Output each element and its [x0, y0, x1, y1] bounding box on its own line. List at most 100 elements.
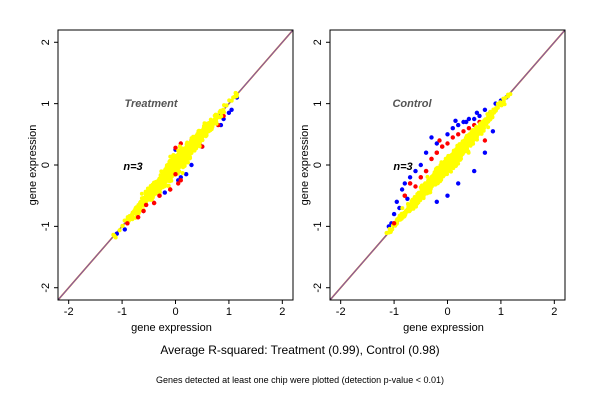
yellow-point — [169, 174, 174, 179]
blue-point — [472, 116, 477, 122]
yellow-point — [469, 133, 474, 138]
blue-point — [456, 122, 461, 128]
yellow-point — [147, 187, 152, 192]
yellow-point — [154, 189, 159, 194]
yellow-point — [415, 201, 420, 206]
yellow-point — [492, 107, 497, 112]
yellow-point — [397, 213, 402, 218]
blue-point — [391, 211, 397, 217]
red-point — [135, 215, 141, 220]
yellow-point — [218, 108, 223, 113]
yellow-point — [195, 140, 200, 145]
yellow-point — [451, 162, 456, 167]
x-tick-label: 0 — [444, 306, 450, 318]
x-tick-label: 0 — [172, 306, 178, 318]
yellow-point — [137, 209, 142, 214]
y-tick-label: 0 — [312, 162, 324, 168]
yellow-point — [154, 180, 159, 185]
blue-point — [122, 227, 128, 232]
yellow-point — [420, 188, 425, 193]
blue-point — [461, 119, 466, 125]
yellow-point — [448, 155, 453, 160]
plot-area — [58, 30, 293, 300]
yellow-point — [205, 125, 210, 130]
blue-point — [466, 116, 472, 122]
yellow-point — [150, 186, 155, 191]
yellow-point — [172, 161, 177, 166]
blue-point — [453, 118, 458, 124]
yellow-point — [151, 189, 156, 194]
yellow-point — [122, 218, 127, 223]
yellow-point — [149, 194, 154, 199]
red-point — [407, 181, 413, 186]
yellow-point — [474, 136, 479, 141]
yellow-point — [485, 119, 490, 124]
yellow-point — [401, 214, 406, 219]
panel-title: Control — [392, 98, 432, 110]
red-point — [402, 193, 407, 198]
red-point — [173, 145, 178, 150]
panel-title: Treatment — [125, 98, 179, 110]
yellow-point — [508, 92, 513, 97]
yellow-point — [120, 223, 125, 228]
yellow-point — [191, 145, 196, 150]
yellow-point — [178, 149, 183, 153]
blue-point — [482, 107, 488, 113]
blue-point — [477, 113, 482, 119]
yellow-point — [207, 120, 212, 125]
yellow-point — [212, 117, 217, 122]
red-point — [429, 156, 434, 162]
blue-point — [229, 107, 234, 113]
red-point — [437, 138, 442, 143]
yellow-point — [400, 206, 405, 211]
blue-point — [407, 175, 413, 180]
blue-point — [394, 199, 399, 204]
blue-point — [397, 205, 402, 211]
blue-point — [221, 116, 226, 122]
yellow-point — [447, 166, 452, 170]
r-squared-caption: Average R-squared: Treatment (0.99), Con… — [160, 343, 440, 357]
yellow-point — [168, 168, 173, 173]
yellow-point — [445, 161, 450, 166]
y-tick-label: 0 — [40, 162, 52, 168]
red-point — [413, 184, 418, 189]
yellow-point — [418, 194, 423, 199]
x-tick-label: 1 — [226, 306, 232, 318]
red-point — [423, 168, 429, 174]
blue-point — [482, 150, 488, 155]
yellow-point — [233, 94, 237, 99]
blue-point — [434, 199, 439, 204]
yellow-point — [151, 181, 156, 186]
x-tick-label: 2 — [551, 306, 557, 318]
yellow-point — [437, 166, 442, 171]
red-point — [151, 200, 157, 206]
y-axis-label: gene expression — [299, 125, 311, 206]
red-point — [157, 193, 162, 198]
plot-area — [330, 30, 565, 300]
yellow-point — [475, 126, 480, 130]
blue-point — [445, 132, 450, 137]
yellow-point — [169, 160, 173, 165]
yellow-point — [415, 196, 420, 201]
yellow-point — [464, 143, 469, 148]
yellow-point — [165, 162, 170, 167]
yellow-point — [182, 162, 187, 166]
yellow-point — [434, 175, 439, 180]
blue-point — [445, 193, 450, 198]
yellow-point — [164, 176, 169, 181]
yellow-point — [490, 115, 495, 120]
red-point — [141, 208, 146, 214]
red-point — [125, 221, 130, 226]
yellow-point — [482, 126, 486, 131]
red-point — [178, 178, 183, 183]
sample-count-annotation: n=3 — [393, 161, 412, 173]
yellow-point — [214, 113, 219, 118]
red-point — [168, 187, 173, 192]
detection-note: Genes detected at least one chip were pl… — [156, 375, 444, 385]
yellow-point — [501, 99, 506, 104]
yellow-point — [186, 147, 191, 152]
yellow-point — [158, 181, 163, 186]
yellow-point — [196, 135, 201, 140]
yellow-point — [386, 230, 391, 235]
yellow-point — [449, 159, 454, 164]
